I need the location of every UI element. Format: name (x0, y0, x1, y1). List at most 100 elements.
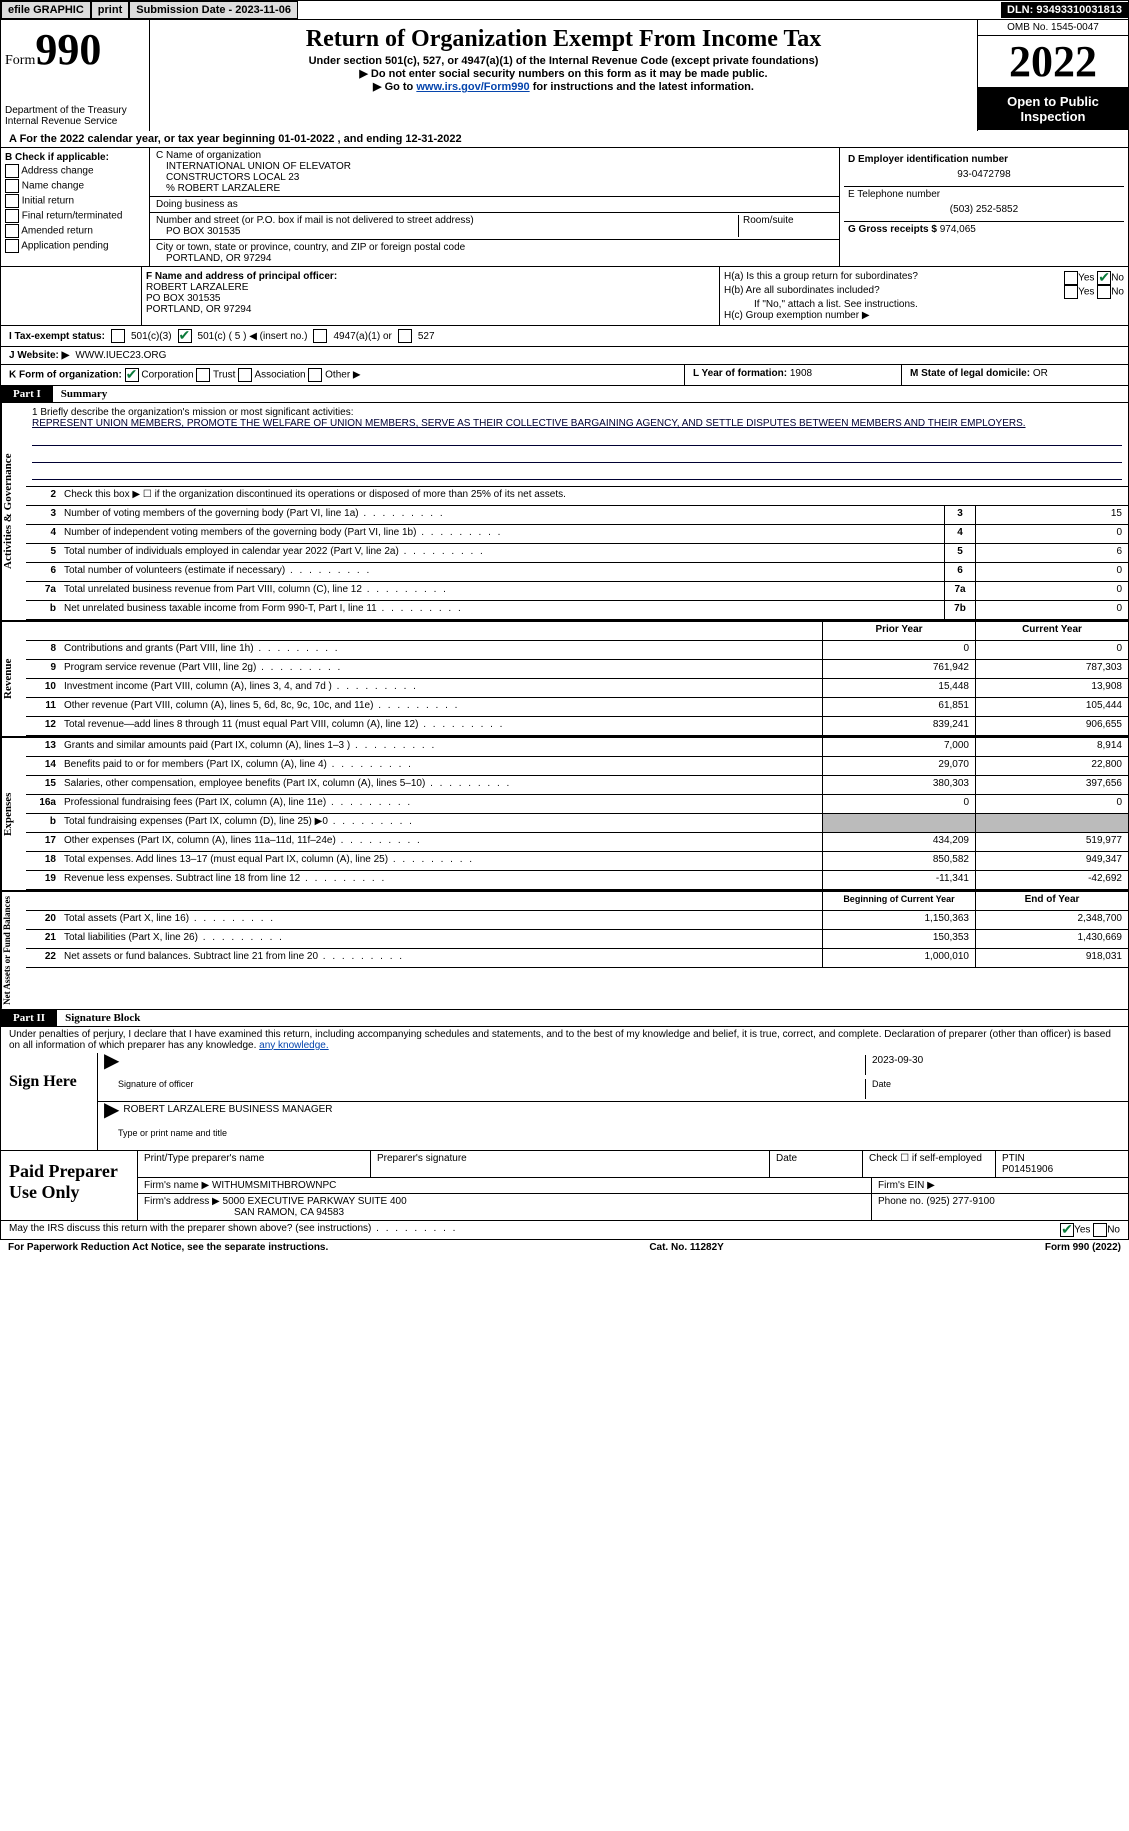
cb-trust[interactable] (196, 368, 210, 382)
officer-label: F Name and address of principal officer: (146, 271, 715, 282)
cb-other[interactable] (308, 368, 322, 382)
open-public: Open to Public Inspection (978, 88, 1128, 130)
irs-link[interactable]: www.irs.gov/Form990 (416, 81, 529, 93)
prep-phone: (925) 277-9100 (926, 1196, 994, 1207)
tax-year: 2022 (978, 36, 1128, 88)
header-right: OMB No. 1545-0047 2022 Open to Public In… (977, 20, 1128, 131)
form-number-block: Form990 Department of the Treasury Inter… (1, 20, 150, 131)
h-b-no[interactable] (1097, 285, 1111, 299)
ein-value: 93-0472798 (848, 165, 1120, 184)
goto-post: for instructions and the latest informat… (530, 81, 754, 93)
line-2-desc: Check this box ▶ ☐ if the organization d… (60, 487, 1128, 505)
sig-officer-label: Signature of officer (118, 1079, 865, 1099)
domicile-state: OR (1033, 368, 1048, 379)
summary-row: 17Other expenses (Part IX, column (A), l… (26, 833, 1128, 852)
part-2-title: Signature Block (57, 1010, 148, 1026)
line-k: K Form of organization: Corporation Trus… (1, 365, 685, 385)
current-year-label: Current Year (975, 622, 1128, 640)
paperwork-notice: For Paperwork Reduction Act Notice, see … (8, 1242, 328, 1253)
city-value: PORTLAND, OR 97294 (156, 253, 833, 264)
phone-value: (503) 252-5852 (848, 200, 1120, 219)
h-a-no[interactable] (1097, 271, 1111, 285)
cb-527[interactable] (398, 329, 412, 343)
discuss-yes[interactable] (1060, 1223, 1074, 1237)
self-employed-label: Check ☐ if self-employed (863, 1151, 996, 1177)
website-value: WWW.IUEC23.ORG (75, 350, 166, 361)
goto-note: ▶ Go to www.irs.gov/Form990 for instruct… (154, 80, 973, 93)
firm-addr-label: Firm's address ▶ (144, 1196, 220, 1207)
cb-4947[interactable] (313, 329, 327, 343)
side-label-netassets: Net Assets or Fund Balances (1, 892, 26, 1009)
officer-city: PORTLAND, OR 97294 (146, 304, 715, 315)
part-2-header: Part II Signature Block (0, 1010, 1129, 1027)
discuss-no[interactable] (1093, 1223, 1107, 1237)
street-value: PO BOX 301535 (156, 226, 738, 237)
revenue-header: Prior Year Current Year (26, 622, 1128, 641)
cb-501c3[interactable] (111, 329, 125, 343)
summary-row: 9Program service revenue (Part VIII, lin… (26, 660, 1128, 679)
summary-row: 13Grants and similar amounts paid (Part … (26, 738, 1128, 757)
side-label-revenue: Revenue (1, 622, 26, 736)
dept-label: Department of the Treasury (5, 105, 145, 116)
block-h: H(a) Is this a group return for subordin… (720, 267, 1128, 325)
gross-value: 974,065 (940, 224, 976, 235)
officer-name: ROBERT LARZALERE (146, 282, 715, 293)
firm-ein-label: Firm's EIN ▶ (872, 1178, 1128, 1193)
declaration-text: Under penalties of perjury, I declare th… (1, 1027, 1128, 1053)
summary-row: 3Number of voting members of the governi… (26, 506, 1128, 525)
cb-pending[interactable]: Application pending (5, 239, 145, 253)
cb-address-change[interactable]: Address change (5, 164, 145, 178)
line-i-label: I Tax-exempt status: (9, 331, 105, 342)
any-knowledge-link: any knowledge. (259, 1040, 329, 1051)
summary-row: 12Total revenue—add lines 8 through 11 (… (26, 717, 1128, 736)
header-center: Return of Organization Exempt From Incom… (150, 20, 977, 131)
line-i: I Tax-exempt status: 501(c)(3) 501(c) ( … (0, 326, 1129, 347)
netassets-header: Beginning of Current Year End of Year (26, 892, 1128, 911)
sig-date: 2023-09-30 (865, 1055, 1122, 1075)
org-care-of: % ROBERT LARZALERE (156, 183, 833, 194)
submission-date-box: Submission Date - 2023-11-06 (129, 1, 298, 19)
signature-block: Under penalties of perjury, I declare th… (0, 1027, 1129, 1151)
street-label: Number and street (or P.O. box if mail i… (156, 215, 738, 226)
cb-name-change[interactable]: Name change (5, 179, 145, 193)
goto-pre: ▶ Go to (373, 81, 416, 93)
cb-corp[interactable] (125, 368, 139, 382)
part-1-title: Summary (53, 386, 115, 402)
top-bar: efile GRAPHIC print Submission Date - 20… (0, 0, 1129, 20)
efile-label: efile GRAPHIC (1, 1, 91, 19)
summary-row: 7aTotal unrelated business revenue from … (26, 582, 1128, 601)
summary-row: 6Total number of volunteers (estimate if… (26, 563, 1128, 582)
cb-amended[interactable]: Amended return (5, 224, 145, 238)
print-button[interactable]: print (91, 1, 129, 19)
form-header: Form990 Department of the Treasury Inter… (0, 20, 1129, 131)
h-a-yes[interactable] (1064, 271, 1078, 285)
org-name-2: CONSTRUCTORS LOCAL 23 (156, 172, 833, 183)
name-title-label: Type or print name and title (118, 1128, 1122, 1148)
expenses-section: Expenses 13Grants and similar amounts pa… (0, 738, 1129, 892)
org-name-1: INTERNATIONAL UNION OF ELEVATOR (156, 161, 833, 172)
form-label: Form (5, 53, 35, 68)
phone-label: E Telephone number (848, 189, 1120, 200)
cb-initial-return[interactable]: Initial return (5, 194, 145, 208)
summary-row: bTotal fundraising expenses (Part IX, co… (26, 814, 1128, 833)
mission-text: REPRESENT UNION MEMBERS, PROMOTE THE WEL… (32, 418, 1122, 429)
firm-addr-1: 5000 EXECUTIVE PARKWAY SUITE 400 (223, 1196, 407, 1207)
summary-row: 8Contributions and grants (Part VIII, li… (26, 641, 1128, 660)
sig-date-label: Date (865, 1079, 1122, 1099)
discuss-row: May the IRS discuss this return with the… (0, 1221, 1129, 1240)
line-m-label: M State of legal domicile: (910, 368, 1033, 379)
cb-final-return[interactable]: Final return/terminated (5, 209, 145, 223)
org-name-label: C Name of organization (156, 150, 833, 161)
officer-street: PO BOX 301535 (146, 293, 715, 304)
paid-preparer-label: Paid Preparer Use Only (1, 1151, 137, 1220)
summary-row: 11Other revenue (Part VIII, column (A), … (26, 698, 1128, 717)
firm-name: WITHUMSMITHBROWNPC (212, 1180, 336, 1191)
h-b-label: H(b) Are all subordinates included? (724, 285, 880, 299)
h-b-yes[interactable] (1064, 285, 1078, 299)
form-ref: Form 990 (2022) (1045, 1242, 1121, 1253)
cb-501c[interactable] (178, 329, 192, 343)
summary-row: bNet unrelated business taxable income f… (26, 601, 1128, 620)
ptin-label: PTIN (1002, 1153, 1122, 1164)
submission-date-label: Submission Date - (136, 4, 235, 16)
cb-assoc[interactable] (238, 368, 252, 382)
